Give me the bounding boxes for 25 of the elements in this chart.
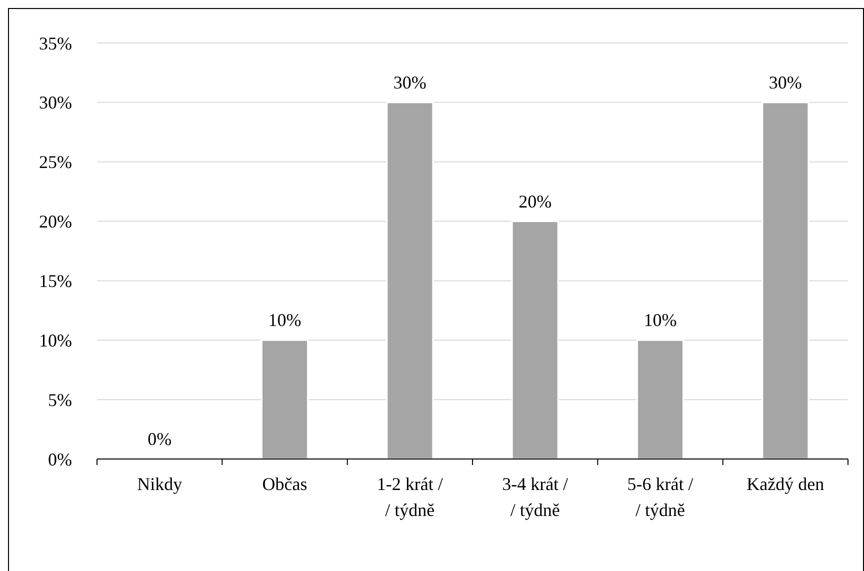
y-tick-label: 0% — [48, 449, 72, 470]
x-tick-label: 3-4 krát / / týdně — [502, 474, 568, 520]
bar — [636, 339, 684, 460]
data-label: 0% — [148, 429, 172, 449]
data-label: 30% — [768, 72, 802, 92]
x-tick-label: Občas — [262, 474, 308, 494]
y-tick-label: 15% — [39, 271, 72, 292]
y-tick-label: 10% — [39, 330, 72, 350]
y-tick-label: 35% — [39, 33, 72, 54]
data-label: 20% — [518, 191, 552, 212]
data-label: 30% — [393, 72, 426, 92]
y-tick-label: 30% — [39, 92, 72, 113]
x-tick-label: Každý den — [746, 474, 824, 494]
bar — [762, 102, 810, 460]
bar — [511, 220, 559, 460]
data-label: 10% — [644, 310, 677, 330]
x-tick-label: 1-2 krát / / týdně — [376, 474, 443, 520]
bar — [386, 102, 434, 460]
y-tick-label: 5% — [48, 390, 72, 410]
y-tick-label: 20% — [39, 212, 72, 232]
x-tick-label: Nikdy — [137, 474, 182, 494]
y-tick-label: 25% — [39, 152, 72, 172]
x-tick-label: 5-6 krát / / týdně — [627, 474, 694, 520]
bar — [261, 339, 308, 460]
data-label: 10% — [268, 310, 302, 330]
